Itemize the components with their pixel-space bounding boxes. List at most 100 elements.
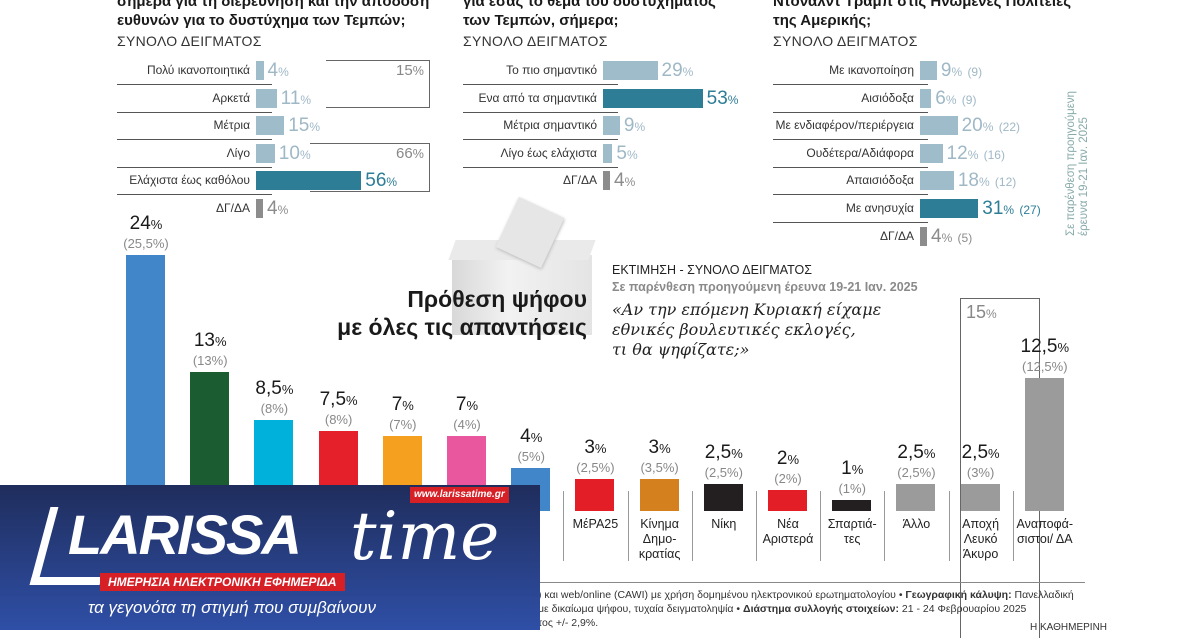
bar-previous-label: (1%) — [838, 481, 866, 497]
bar-previous-label: (25,5%) — [123, 235, 169, 251]
q3-title-line2: της Αμερικής; — [773, 12, 872, 29]
row-bar — [920, 61, 937, 80]
bar-value-label: 8,5% — [255, 378, 294, 400]
row-prev: (16) — [983, 147, 1005, 162]
row-divider — [463, 111, 618, 113]
bar-category-label: Αναποφά-σιστοι/ ΔΑ — [1016, 517, 1074, 546]
bar — [126, 254, 165, 511]
row-value: 10% — [278, 142, 311, 164]
row-divider — [117, 84, 272, 85]
bar-previous-label: (3,5%) — [640, 459, 679, 475]
row-label: Λίγο έως ελάχιστα — [500, 145, 597, 160]
q2-sample: ΣΥΝΟΛΟ ΔΕΙΓΜΑΤΟΣ — [463, 33, 608, 49]
bar-separator — [1012, 491, 1014, 561]
row-bar — [920, 226, 927, 246]
row-value: 5% — [616, 142, 638, 164]
row-divider — [463, 166, 618, 168]
bar-previous-label: (2,5%) — [704, 465, 743, 481]
bar-value-label: 13% — [193, 330, 227, 352]
main-bracket-label: 15% — [966, 302, 997, 322]
bar-category-label: Νέα Αριστερά — [762, 517, 814, 546]
bar-value-label: 3% — [648, 436, 671, 458]
bar — [896, 484, 936, 511]
bar-value-label: 7,5% — [319, 388, 358, 410]
row-bar — [603, 61, 658, 80]
row-label: Ελάχιστα έως καθόλου — [129, 173, 250, 187]
row-value: 9% (9) — [940, 60, 983, 81]
bar-value-label: 24% — [129, 212, 163, 234]
bar-value-label: 1% — [841, 458, 864, 480]
bar-category-label: Άλλο — [902, 517, 931, 531]
row-divider — [773, 84, 928, 85]
row-value: 9% — [623, 115, 646, 136]
bar-separator — [691, 491, 693, 561]
row-label: Ενα από τα σημαντικά — [478, 90, 597, 105]
row-prev: (27) — [1019, 203, 1041, 217]
bar — [1024, 377, 1064, 511]
bar-value-label: 4% — [520, 426, 543, 448]
bar-separator — [627, 491, 629, 561]
bar-value-label: 2,5% — [897, 442, 936, 464]
row-bar — [603, 116, 620, 135]
main-title-line2: με όλες τις απαντήσεις — [337, 314, 587, 340]
row-prev: (12) — [994, 175, 1017, 190]
row-bar — [920, 143, 943, 163]
row-bar — [256, 171, 362, 190]
bar-previous-label: (7%) — [389, 417, 417, 433]
row-label: Ουδέτερα/Αδιάφορα — [806, 145, 914, 160]
bar-value-label: 2,5% — [961, 442, 1000, 464]
row-label: ΔΓ/ΔΑ — [563, 173, 597, 187]
bar — [768, 489, 807, 511]
bar-category-label: Σπαρτιά-τες — [827, 517, 877, 546]
bar-value-label: 7% — [455, 394, 479, 416]
row-divider — [773, 222, 928, 223]
q2-title-line1: για εσάς το θέμα του δυστυχήματος — [463, 0, 716, 10]
bar-separator — [820, 491, 822, 561]
row-label: Με ανησυχία — [845, 201, 914, 215]
question-line2: εθνικές βουλευτικές εκλογές, — [612, 320, 856, 339]
bar-previous-label: (5%) — [517, 449, 545, 465]
q1-bracket-top — [326, 60, 430, 108]
main-prev-note: Σε παρένθεση προηγούμενη έρευνα 19-21 Ια… — [612, 280, 918, 294]
bar-previous-label: (8%) — [260, 401, 289, 417]
row-divider — [117, 166, 272, 168]
row-label: Απαισιόδοξα — [846, 173, 914, 188]
bar-value-label: 2,5% — [704, 442, 743, 464]
logo-tagline: τα γεγονότα τη στιγμή που συμβαίνουν — [88, 598, 377, 617]
row-value: 12% (16) — [946, 142, 1005, 164]
row-value: 18% (12) — [957, 170, 1017, 192]
bar-value-label: 12,5% — [1020, 335, 1070, 357]
row-value: 11% — [280, 87, 312, 109]
q3-sample: ΣΥΝΟΛΟ ΔΕΙΓΜΑΤΟΣ — [773, 33, 918, 49]
row-bar — [256, 61, 264, 80]
bar-value-label: 7% — [391, 394, 414, 416]
bar-separator — [756, 491, 757, 561]
bar-category-label: ΜέΡΑ25 — [572, 517, 619, 531]
logo-brand: LARISSA — [68, 503, 302, 566]
q3-side-note: Σε παρένθεση προηγούμενη έρευνα 19-21 Ια… — [1065, 90, 1090, 236]
row-prev: (5) — [957, 230, 973, 245]
row-bar — [603, 88, 703, 108]
row-divider — [773, 166, 928, 168]
footer-source: Η ΚΑΘΗΜΕΡΙΝΗ — [1030, 622, 1108, 633]
row-divider — [773, 194, 928, 196]
logo-url: www.larissatime.gr — [410, 487, 509, 503]
row-value: 4% (5) — [931, 225, 973, 247]
row-value: 56% — [365, 170, 398, 191]
q1-title-line1: σήμερα για τη διερεύνηση και την απόδοση — [117, 0, 430, 10]
bar-separator — [563, 491, 565, 561]
bar-previous-label: (3%) — [966, 465, 995, 481]
row-bar — [603, 171, 610, 190]
question-line3: τι θα ψηφίζατε;» — [612, 340, 750, 359]
row-value: 6% (9) — [935, 87, 977, 109]
row-divider — [463, 139, 618, 140]
bar — [575, 478, 615, 511]
row-bar — [256, 198, 263, 218]
bar-previous-label: (2%) — [774, 470, 802, 486]
row-divider — [773, 111, 928, 113]
q3-title-line1: Ντόναλντ Τραμπ στις Ηνωμένες Πολιτείες — [773, 0, 1072, 10]
row-bar — [603, 143, 613, 163]
row-value: 15% — [288, 115, 320, 136]
q2-title-line2: των Τεμπών, σήμερα; — [463, 12, 619, 29]
bar-category-label: Αποχή Λευκό Άκυρο — [962, 517, 1000, 561]
